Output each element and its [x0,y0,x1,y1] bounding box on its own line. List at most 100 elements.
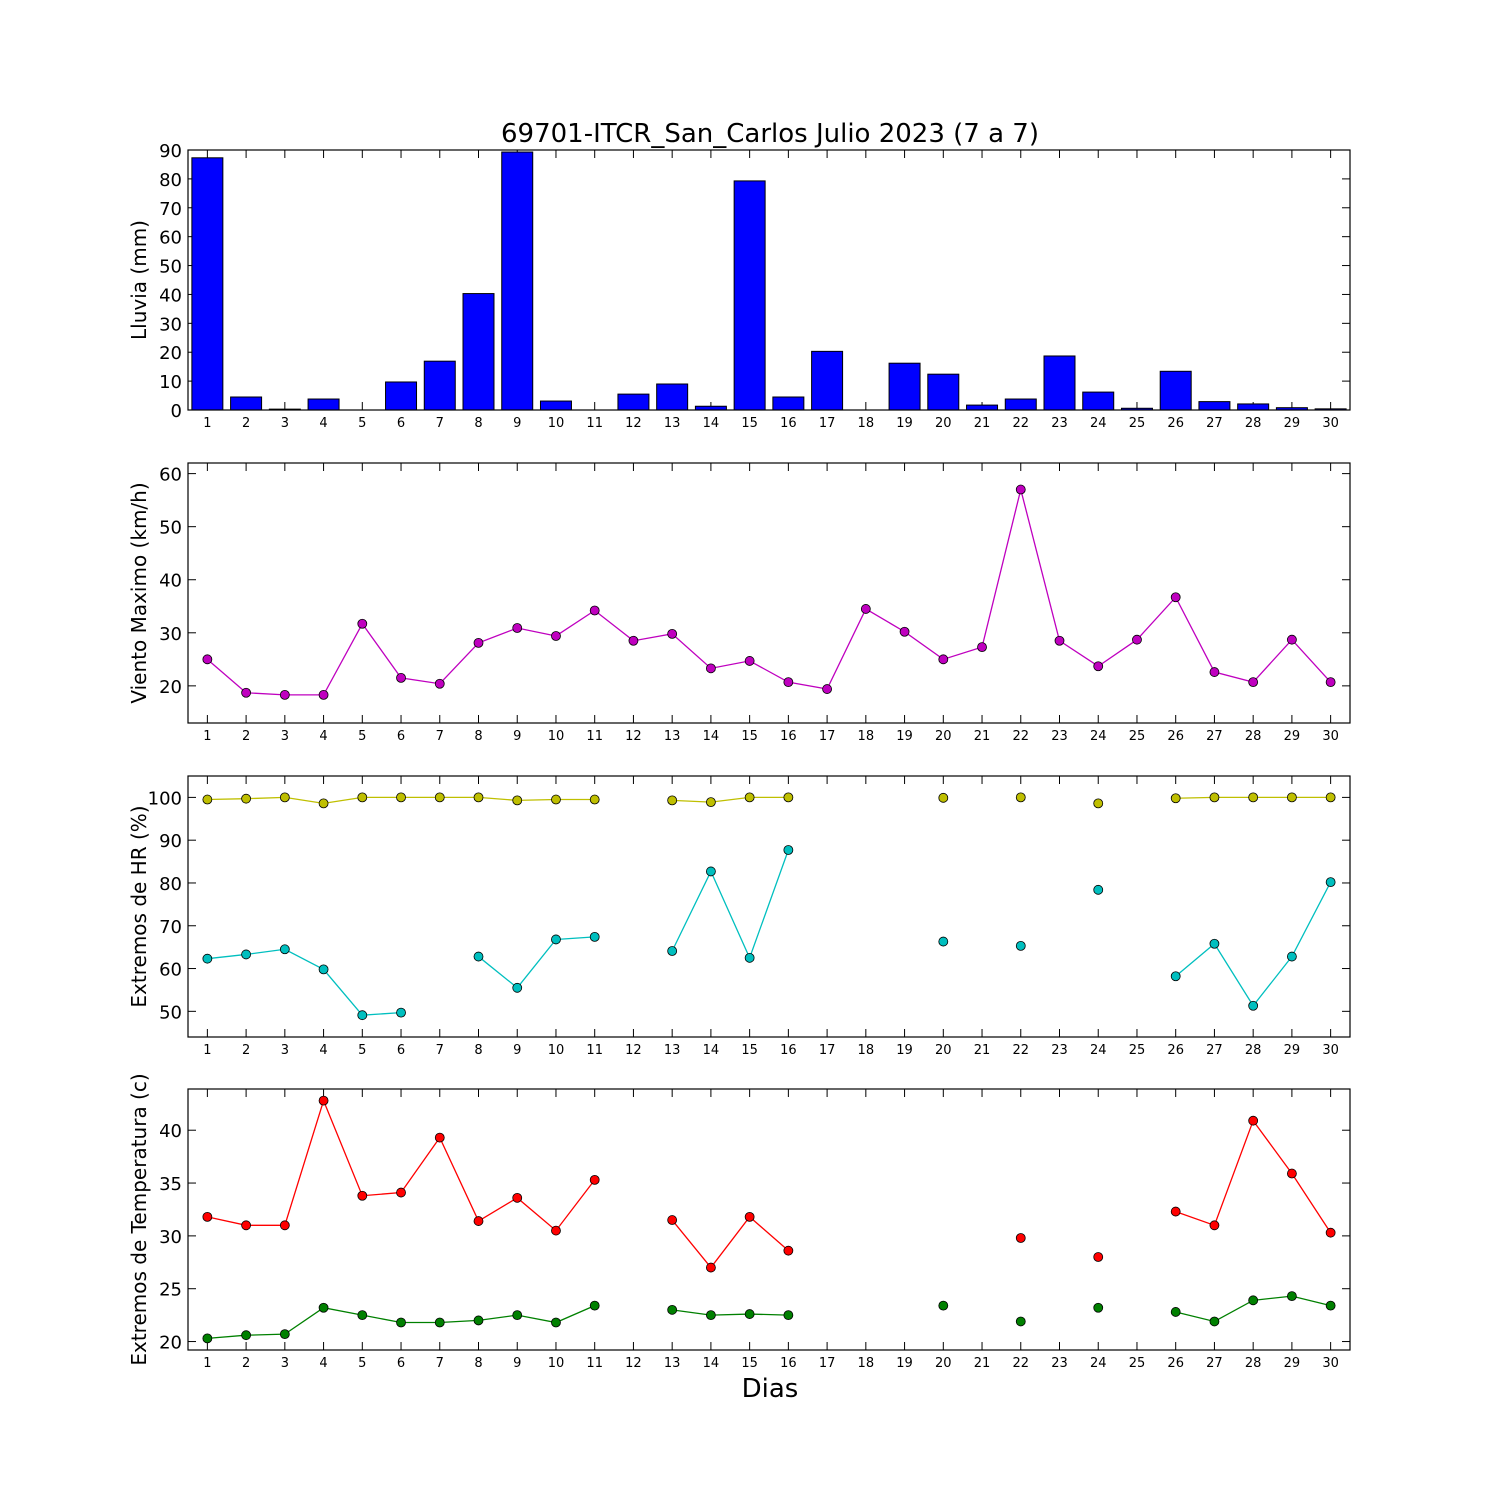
x-tick-label: 15 [741,1356,758,1371]
x-tick-label: 13 [664,1356,681,1371]
x-tick-label: 14 [703,1043,720,1058]
x-tick-label: 4 [319,1356,327,1371]
data-point [434,678,445,689]
y-tick-label: 50 [159,1002,182,1023]
data-point [783,1245,794,1256]
rain-bar [1004,398,1037,411]
data-point [1325,677,1336,688]
x-tick-label: 26 [1167,1356,1184,1371]
data-point [551,1225,561,1236]
rain-bar [811,350,844,411]
data-point [279,1329,290,1340]
x-tick-label: 10 [548,729,565,744]
x-tick-label: 15 [741,729,758,744]
data-point [1093,661,1104,672]
x-tick-label: 28 [1245,1043,1262,1058]
x-tick-label: 1 [203,1356,211,1371]
data-point [1170,1307,1181,1317]
x-tick-label: 26 [1167,416,1184,431]
rain-bar [501,151,534,411]
x-tick-label: 14 [703,1356,720,1371]
data-point [357,792,368,803]
x-tick-label: 7 [436,416,444,431]
data-point [667,1215,678,1225]
data-point [1209,938,1220,949]
data-point [241,1330,252,1341]
data-point [396,672,406,683]
data-point [434,792,445,803]
x-tick-label: 8 [474,416,482,431]
x-tick-label: 28 [1245,416,1262,431]
x-tick-label: 22 [1012,416,1029,431]
series-line [671,849,789,960]
rain-bar [656,383,689,411]
rain-bar [927,373,960,411]
x-tick-label: 16 [780,1356,797,1371]
data-point [318,798,329,809]
x-tick-label: 23 [1051,729,1068,744]
x-tick-label: 5 [358,729,366,744]
rain-bar [230,396,263,411]
series-line [672,1309,789,1316]
x-tick-label: 25 [1129,1043,1146,1058]
x-tick-label: 25 [1129,416,1146,431]
x-tick-label: 5 [358,416,366,431]
data-point [512,795,523,806]
data-point [706,866,716,877]
x-tick-label: 23 [1051,1356,1068,1371]
x-tick-label: 23 [1051,416,1068,431]
data-point [551,794,561,805]
x-tick-label: 8 [474,1043,482,1058]
series-line [207,1098,596,1232]
data-point [202,1333,213,1344]
rain-bar [462,293,495,411]
data-point [1325,1300,1336,1311]
x-tick-label: 29 [1284,1043,1301,1058]
data-point [357,1010,368,1021]
x-tick-label: 17 [819,1356,836,1371]
y-tick-label: 40 [159,1121,182,1142]
x-tick-label: 22 [1012,729,1029,744]
data-point [1170,793,1181,804]
data-point [1054,635,1065,646]
data-point [667,795,678,806]
x-tick-label: 4 [319,729,327,744]
y-tick-label: 80 [159,874,182,895]
y-tick-label: 60 [159,465,182,486]
x-tick-label: 11 [586,729,603,744]
data-point [1015,940,1026,951]
rain-bar [1082,391,1115,411]
x-tick-label: 7 [436,1356,444,1371]
data-point [589,794,600,805]
x-tick-label: 17 [819,729,836,744]
rain-bar [307,398,340,411]
rain-bar [772,396,805,411]
x-tick-label: 5 [358,1356,366,1371]
data-point [357,618,368,629]
x-tick-label: 3 [281,416,289,431]
data-point [551,631,561,641]
data-point [822,684,832,694]
x-axis-label: Dias [742,1374,799,1404]
x-tick-label: 1 [203,729,211,744]
x-tick-label: 13 [664,1043,681,1058]
x-tick-label: 27 [1206,729,1223,744]
y-tick-label: 35 [159,1174,182,1195]
series-line [671,1215,789,1269]
y-axis-label: Viento Maximo (km/h) [127,482,151,703]
x-tick-label: 10 [548,1043,565,1058]
y-tick-label: 30 [159,624,182,645]
x-tick-label: 21 [974,416,991,431]
x-tick-label: 21 [974,1356,991,1371]
panel-frame [187,462,1351,724]
data-point [744,656,755,666]
data-point [977,642,987,653]
x-tick-label: 16 [780,729,797,744]
y-tick-label: 80 [159,170,182,191]
x-tick-label: 20 [935,416,952,431]
y-tick-label: 70 [159,917,182,938]
data-point [1248,1000,1259,1011]
data-point [1015,792,1026,803]
